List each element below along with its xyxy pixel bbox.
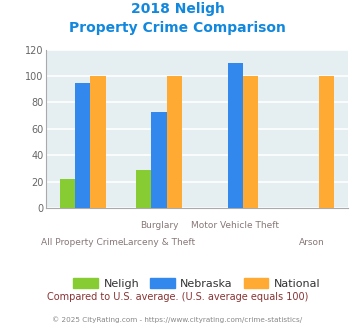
Text: Arson: Arson [299, 238, 324, 247]
Text: 2018 Neligh: 2018 Neligh [131, 2, 224, 16]
Bar [90, 76, 105, 208]
Bar [60, 179, 75, 208]
Text: Property Crime Comparison: Property Crime Comparison [69, 21, 286, 35]
Bar [319, 76, 334, 208]
Text: Larceny & Theft: Larceny & Theft [123, 238, 195, 247]
Legend: Neligh, Nebraska, National: Neligh, Nebraska, National [69, 274, 325, 293]
Text: All Property Crime: All Property Crime [42, 238, 124, 247]
Bar [75, 82, 90, 208]
Text: Compared to U.S. average. (U.S. average equals 100): Compared to U.S. average. (U.S. average … [47, 292, 308, 302]
Bar [151, 112, 166, 208]
Bar [166, 76, 182, 208]
Bar [243, 76, 258, 208]
Bar [136, 170, 151, 208]
Bar [228, 63, 243, 208]
Text: Burglary: Burglary [140, 221, 178, 230]
Text: © 2025 CityRating.com - https://www.cityrating.com/crime-statistics/: © 2025 CityRating.com - https://www.city… [53, 317, 302, 323]
Text: Motor Vehicle Theft: Motor Vehicle Theft [191, 221, 279, 230]
